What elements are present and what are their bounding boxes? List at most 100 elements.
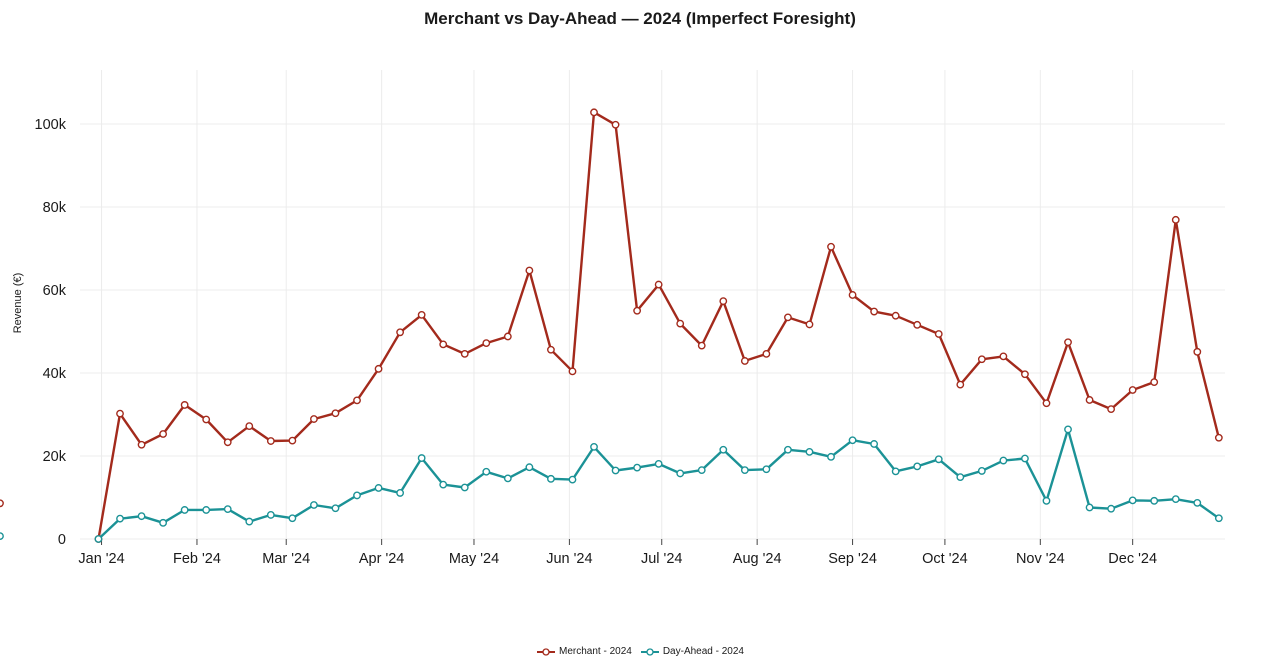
data-point (1021, 370, 1029, 379)
data-point (633, 306, 642, 315)
data-point (116, 409, 124, 418)
data-point (590, 108, 598, 117)
series-line (97, 428, 1220, 540)
data-point (827, 452, 835, 461)
data-point (0, 532, 4, 540)
data-point (1171, 215, 1180, 224)
x-tick-label: Dec '24 (1108, 551, 1157, 567)
x-tick-label: Aug '24 (733, 551, 782, 567)
data-point (245, 422, 254, 431)
data-point (719, 297, 728, 306)
data-point (870, 307, 879, 316)
data-point (1107, 405, 1116, 413)
data-point (697, 466, 706, 475)
data-point (568, 367, 577, 376)
data-point (1107, 504, 1116, 513)
data-point (266, 437, 275, 445)
data-point (137, 512, 146, 521)
y-tick-label: 100k (35, 117, 67, 133)
data-point (460, 483, 469, 492)
data-point (633, 463, 642, 472)
data-point (417, 310, 426, 319)
x-tick-label: Sep '24 (828, 551, 877, 567)
data-point (353, 491, 361, 500)
y-tick-label: 60k (43, 283, 67, 299)
x-tick-label: May '24 (449, 551, 499, 567)
data-point (1042, 496, 1051, 505)
data-point (223, 438, 232, 447)
data-point (568, 475, 577, 484)
data-point (266, 511, 275, 519)
data-point (590, 442, 598, 451)
data-point (1193, 347, 1202, 356)
data-point (611, 120, 620, 129)
data-point (913, 320, 922, 329)
x-tick-label: Jul '24 (641, 551, 682, 567)
data-point (934, 455, 943, 464)
data-point (310, 415, 318, 423)
data-point (1085, 503, 1094, 512)
data-point (159, 518, 168, 527)
data-point (353, 396, 361, 405)
data-point (676, 319, 685, 328)
data-point (934, 330, 943, 338)
data-point (180, 401, 189, 409)
data-point (654, 459, 663, 468)
x-tick-label: Apr '24 (359, 551, 405, 567)
series-group (0, 108, 1223, 543)
legend-swatch (537, 647, 555, 656)
data-point (547, 474, 555, 483)
data-point (396, 328, 405, 337)
data-point (503, 474, 512, 483)
y-tick-label: 40k (43, 366, 67, 382)
x-tick-label: Nov '24 (1016, 551, 1065, 567)
data-point (762, 465, 771, 474)
data-point (525, 463, 534, 472)
data-point (439, 340, 448, 349)
data-point (137, 440, 146, 449)
data-point (827, 242, 835, 251)
data-point (310, 501, 318, 509)
data-point (1193, 498, 1202, 507)
data-point (1021, 454, 1029, 463)
data-point (245, 517, 254, 526)
data-point (1128, 386, 1137, 394)
data-point (374, 364, 383, 373)
data-point (547, 345, 555, 354)
data-point (116, 514, 124, 523)
data-point (223, 505, 232, 514)
legend-swatch (640, 647, 659, 656)
legend-item: Merchant - 2024 (536, 646, 632, 657)
data-point (891, 467, 900, 476)
x-axis-ticks: Jan '24 Feb '24 Mar '24 Apr '24 May '24 Jun '… (78, 539, 1157, 567)
data-point (805, 447, 814, 456)
data-point (913, 462, 922, 471)
legend: Merchant - 2024 Day-Ahead - 2024 (0, 646, 1280, 657)
data-point (870, 440, 879, 448)
legend-label: Day-Ahead - 2024 (662, 646, 744, 657)
data-point (94, 535, 103, 543)
data-point (697, 341, 706, 350)
data-point (1128, 496, 1137, 505)
legend-label: Merchant - 2024 (559, 646, 632, 657)
series-line (97, 111, 1220, 540)
data-point (762, 349, 771, 358)
legend-item: Day-Ahead - 2024 (640, 646, 744, 657)
x-tick-label: Mar '24 (262, 551, 310, 567)
data-point (159, 430, 168, 438)
data-point (180, 506, 189, 514)
data-point (848, 291, 857, 299)
data-point (740, 466, 749, 475)
data-point (956, 473, 965, 482)
data-point (1085, 396, 1094, 404)
data-point (1214, 433, 1223, 442)
data-point (956, 380, 965, 389)
data-point (977, 355, 986, 364)
data-point (331, 409, 340, 418)
data-point (654, 280, 663, 289)
data-point (503, 332, 512, 341)
data-point (482, 467, 491, 476)
x-tick-label: Oct '24 (922, 551, 967, 567)
data-point (611, 466, 620, 475)
